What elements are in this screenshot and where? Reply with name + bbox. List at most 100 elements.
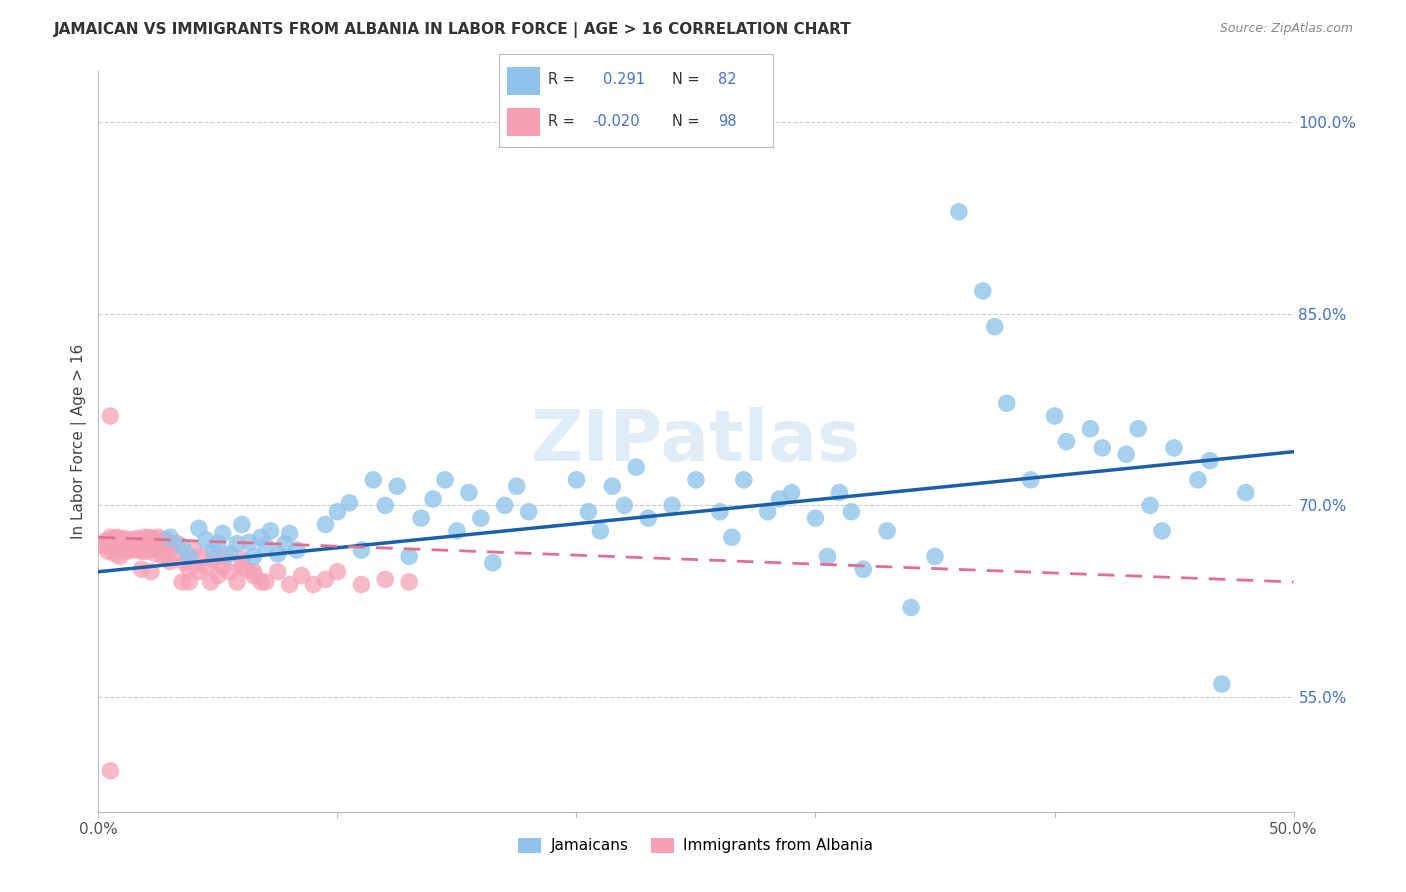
Bar — [508, 108, 540, 136]
Point — [94, 534, 117, 549]
Point — [155, 533, 177, 547]
Point — [149, 539, 172, 553]
Point — [243, 549, 266, 564]
Point — [104, 532, 127, 546]
Point — [98, 530, 122, 544]
Point — [135, 539, 157, 553]
Point — [326, 505, 349, 519]
Point — [363, 473, 385, 487]
Point — [108, 549, 131, 564]
Point — [398, 574, 420, 589]
Point — [207, 536, 229, 550]
Point — [138, 530, 160, 544]
Point — [411, 511, 433, 525]
Point — [131, 562, 153, 576]
Point — [398, 549, 420, 564]
Point — [768, 491, 790, 506]
Point — [207, 568, 229, 582]
Point — [828, 485, 851, 500]
Point — [235, 562, 257, 576]
Point — [434, 473, 457, 487]
Point — [124, 543, 146, 558]
Point — [517, 505, 540, 519]
Point — [984, 319, 1007, 334]
Point — [291, 568, 314, 582]
Point — [637, 511, 659, 525]
Point — [121, 539, 143, 553]
Point — [179, 549, 201, 564]
Point — [135, 534, 157, 549]
Point — [183, 543, 205, 558]
Point — [1128, 422, 1150, 436]
Point — [780, 485, 803, 500]
Text: 82: 82 — [718, 72, 737, 87]
Point — [125, 536, 148, 550]
Point — [101, 541, 124, 556]
Point — [302, 577, 325, 591]
Point — [226, 574, 249, 589]
Point — [214, 549, 236, 564]
Point — [1080, 422, 1102, 436]
Point — [148, 536, 170, 550]
Point — [494, 499, 516, 513]
Text: Source: ZipAtlas.com: Source: ZipAtlas.com — [1219, 22, 1353, 36]
Point — [104, 539, 127, 553]
Point — [1163, 441, 1185, 455]
Point — [98, 764, 122, 778]
Point — [159, 555, 181, 569]
Point — [195, 533, 218, 547]
Point — [661, 499, 683, 513]
Point — [172, 539, 194, 553]
Point — [924, 549, 946, 564]
Point — [124, 535, 146, 549]
Point — [374, 499, 396, 513]
Point — [163, 547, 186, 561]
Point — [226, 536, 249, 550]
Point — [145, 547, 167, 561]
Point — [142, 532, 165, 546]
Point — [139, 541, 162, 556]
Point — [115, 536, 138, 550]
Point — [97, 544, 120, 558]
Point — [118, 541, 141, 556]
Point — [315, 573, 337, 587]
Text: 98: 98 — [718, 114, 737, 129]
Point — [114, 539, 136, 553]
Point — [709, 505, 731, 519]
Point — [231, 552, 253, 566]
Point — [626, 460, 648, 475]
Point — [131, 539, 153, 553]
Point — [166, 536, 188, 550]
Point — [125, 532, 148, 546]
Point — [107, 530, 129, 544]
Y-axis label: In Labor Force | Age > 16: In Labor Force | Age > 16 — [72, 344, 87, 539]
Point — [114, 532, 136, 546]
Point — [446, 524, 468, 538]
Point — [219, 547, 242, 561]
Text: R =: R = — [548, 72, 575, 87]
Point — [231, 559, 253, 574]
Point — [278, 526, 301, 541]
Point — [250, 530, 273, 544]
Point — [458, 485, 481, 500]
Point — [274, 536, 297, 550]
Point — [422, 491, 444, 506]
Point — [152, 549, 174, 564]
Point — [326, 565, 349, 579]
Point — [128, 541, 150, 556]
Point — [995, 396, 1018, 410]
Point — [98, 409, 122, 423]
Point — [101, 535, 124, 549]
Point — [470, 511, 492, 525]
Point — [139, 535, 162, 549]
Point — [173, 556, 195, 570]
Point — [115, 544, 138, 558]
Text: JAMAICAN VS IMMIGRANTS FROM ALBANIA IN LABOR FORCE | AGE > 16 CORRELATION CHART: JAMAICAN VS IMMIGRANTS FROM ALBANIA IN L… — [53, 22, 851, 38]
Point — [111, 533, 134, 547]
Point — [1234, 485, 1257, 500]
Point — [339, 496, 361, 510]
Legend: Jamaicans, Immigrants from Albania: Jamaicans, Immigrants from Albania — [512, 831, 880, 860]
Text: N =: N = — [672, 114, 699, 129]
Point — [578, 505, 600, 519]
Point — [148, 530, 170, 544]
